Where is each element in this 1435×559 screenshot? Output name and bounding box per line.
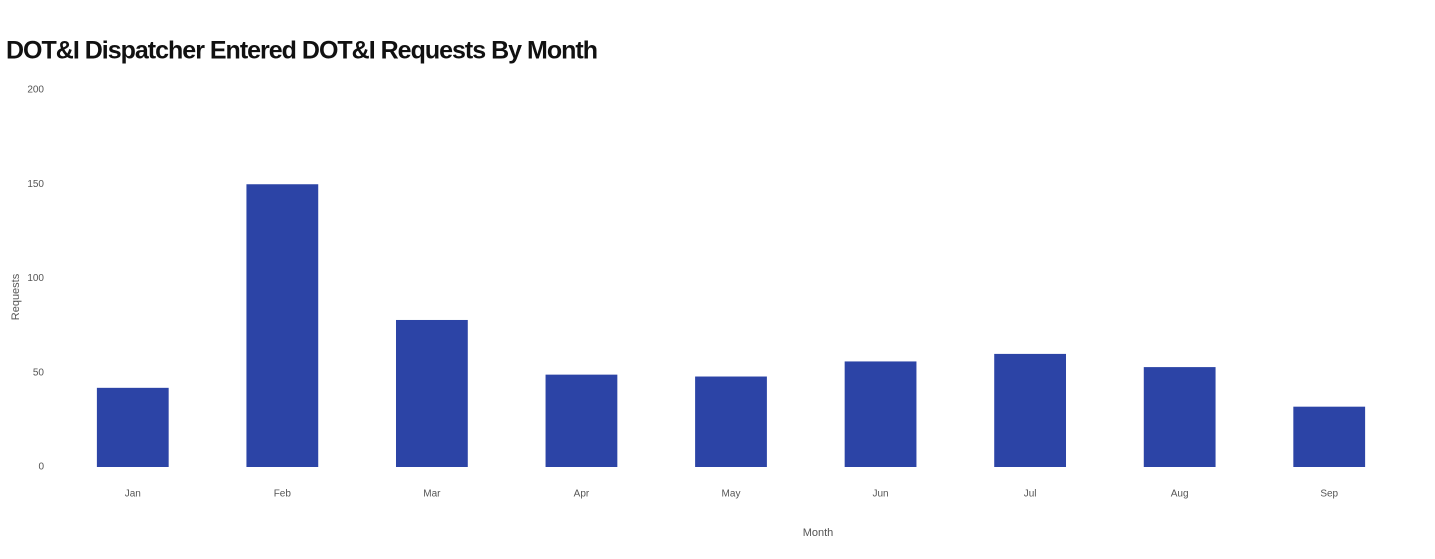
bar (395, 319, 468, 467)
bar (96, 387, 169, 467)
x-tick-label: Feb (274, 489, 292, 500)
bar (246, 184, 319, 467)
x-tick-label: Jul (1024, 489, 1037, 500)
bar (844, 361, 917, 467)
chart-title: DOT&I Dispatcher Entered DOT&I Requests … (6, 37, 597, 65)
x-tick-label: Sep (1320, 489, 1338, 500)
x-tick-label: Apr (574, 489, 590, 500)
x-tick-label: May (722, 489, 741, 500)
x-tick-label: Jan (125, 489, 141, 500)
y-tick-label: 150 (27, 179, 44, 190)
x-tick-label: Mar (423, 489, 441, 500)
x-tick-label: Jun (872, 489, 888, 500)
x-tick-label: Aug (1171, 489, 1189, 500)
bar (695, 376, 767, 467)
bar (1143, 367, 1216, 467)
x-axis-label: Month (803, 527, 834, 539)
y-tick-label: 200 (27, 85, 44, 96)
bar (545, 374, 618, 467)
y-tick-label: 50 (33, 367, 45, 378)
bar (994, 353, 1067, 467)
bar (1293, 406, 1366, 467)
y-tick-label: 0 (38, 462, 44, 473)
y-axis-label: Requests (10, 273, 22, 320)
y-tick-label: 100 (27, 273, 44, 284)
